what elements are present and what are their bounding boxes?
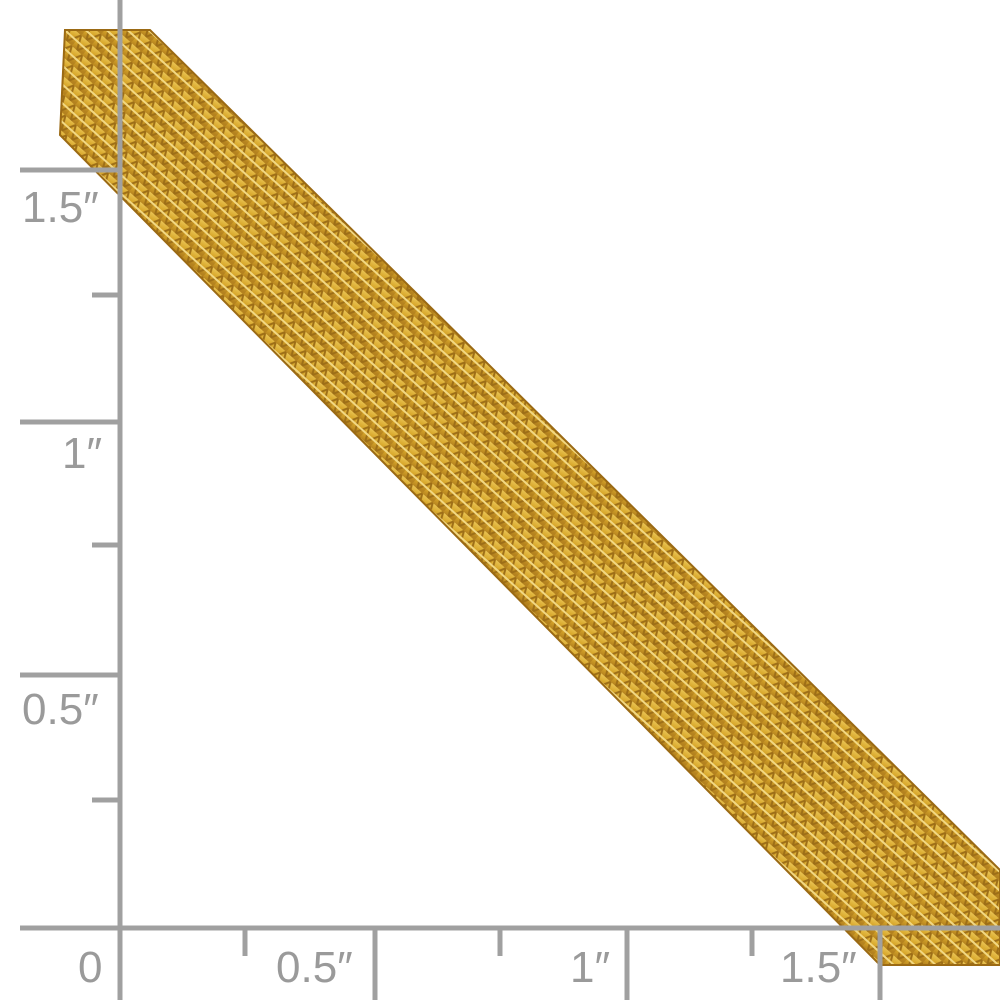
ruler-label-0: 0: [78, 943, 103, 992]
ruler-label-1-horizontal: 1″: [570, 943, 611, 992]
chain-outline: [58, 29, 1000, 966]
ruler-label-1-5-vertical: 1.5″: [22, 183, 99, 232]
ruler: [20, 0, 1000, 1000]
ruler-label-1-5-horizontal: 1.5″: [780, 943, 857, 992]
ruler-label-0-5-horizontal: 0.5″: [276, 943, 353, 992]
ruler-label-1-vertical: 1″: [62, 429, 103, 478]
ruler-label-0-5-vertical: 0.5″: [22, 685, 99, 734]
